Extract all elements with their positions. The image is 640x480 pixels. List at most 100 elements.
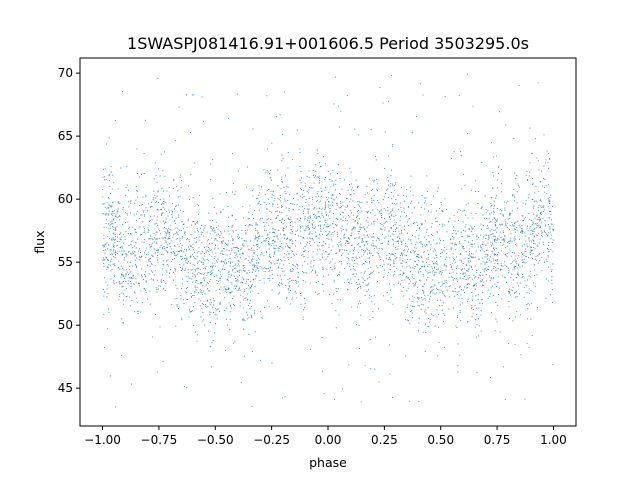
data-point: [471, 246, 473, 247]
data-point: [437, 355, 439, 357]
data-point: [152, 256, 154, 258]
data-point: [289, 247, 291, 248]
data-point: [410, 242, 412, 244]
data-point: [179, 176, 181, 178]
data-point: [450, 276, 452, 278]
data-point: [452, 271, 454, 273]
data-point: [354, 228, 356, 230]
data-point: [393, 263, 395, 265]
data-point: [448, 286, 450, 288]
data-point: [338, 249, 340, 251]
data-point: [436, 269, 438, 270]
data-point: [509, 294, 511, 296]
data-point: [251, 405, 253, 407]
data-point: [210, 366, 212, 368]
data-point: [140, 214, 142, 216]
data-point: [368, 252, 370, 254]
data-point: [174, 298, 176, 300]
data-point: [474, 284, 476, 285]
data-point: [482, 241, 484, 243]
data-point: [411, 132, 413, 134]
data-point: [331, 194, 333, 196]
data-point: [513, 260, 515, 262]
data-point: [281, 176, 283, 178]
data-point: [190, 245, 192, 247]
data-point: [341, 249, 343, 251]
data-point: [188, 261, 189, 262]
data-point: [329, 224, 331, 226]
data-point: [348, 242, 350, 244]
data-point: [320, 187, 322, 189]
data-point: [214, 300, 216, 302]
data-point: [284, 219, 285, 221]
data-point: [376, 189, 378, 191]
data-point: [237, 250, 239, 252]
data-point: [240, 249, 242, 250]
data-point: [402, 273, 404, 275]
data-point: [500, 263, 502, 265]
data-point: [209, 249, 211, 251]
data-point: [428, 272, 430, 274]
data-point: [377, 267, 379, 269]
data-point: [430, 203, 432, 205]
data-point: [214, 230, 216, 232]
data-point: [103, 238, 105, 240]
data-point: [500, 268, 501, 270]
data-point: [395, 204, 397, 206]
data-point: [339, 248, 341, 250]
data-point: [468, 253, 470, 255]
data-point: [262, 268, 264, 270]
data-point: [284, 190, 286, 192]
data-point: [357, 230, 359, 232]
data-point: [430, 211, 432, 213]
data-point: [220, 286, 222, 288]
data-point: [390, 75, 392, 77]
data-point: [468, 229, 470, 230]
data-point: [453, 260, 455, 262]
data-point: [359, 246, 361, 248]
data-point: [406, 259, 408, 261]
data-point: [257, 233, 259, 235]
data-point: [168, 211, 170, 213]
data-point: [145, 194, 147, 196]
data-point: [509, 224, 511, 226]
data-point: [130, 271, 132, 273]
data-point: [238, 280, 240, 282]
data-point: [386, 189, 387, 191]
data-point: [397, 245, 399, 247]
data-point: [108, 308, 109, 310]
data-point: [472, 217, 474, 219]
data-point: [468, 257, 470, 259]
data-point: [256, 236, 258, 238]
data-point: [471, 228, 473, 230]
data-point: [400, 253, 402, 255]
data-point: [548, 280, 550, 282]
data-point: [463, 275, 465, 277]
data-point: [316, 176, 318, 178]
data-point: [301, 197, 303, 199]
data-point: [184, 232, 186, 234]
data-point: [252, 255, 254, 257]
data-point: [377, 190, 378, 191]
data-point: [198, 251, 200, 252]
data-point: [547, 255, 549, 257]
data-point: [461, 235, 463, 237]
data-point: [445, 256, 447, 258]
data-point: [283, 186, 285, 188]
data-point: [148, 224, 150, 226]
data-point: [333, 183, 335, 185]
data-point: [372, 311, 374, 312]
data-point: [158, 202, 159, 203]
data-point: [419, 242, 421, 244]
data-point: [225, 350, 226, 352]
data-point: [216, 275, 218, 277]
data-point: [189, 241, 190, 243]
data-point: [272, 203, 274, 205]
data-point: [401, 265, 403, 267]
data-point: [414, 284, 416, 286]
data-point: [443, 346, 445, 348]
data-point: [456, 294, 458, 296]
data-point: [536, 215, 538, 217]
data-point: [152, 239, 154, 241]
data-point: [452, 226, 454, 228]
